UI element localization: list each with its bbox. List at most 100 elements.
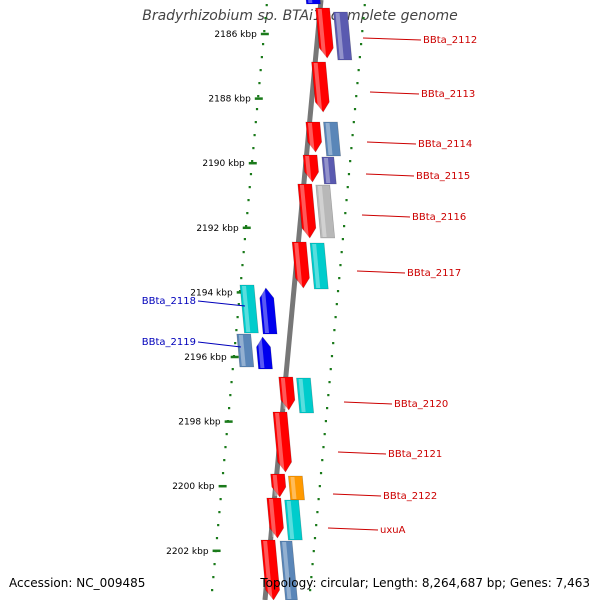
gene-arrow bbox=[309, 242, 329, 290]
track-dot bbox=[223, 459, 226, 462]
track-dot bbox=[249, 173, 253, 176]
track-dot bbox=[328, 381, 331, 384]
gene-arrow bbox=[311, 61, 330, 113]
gene-arrow bbox=[333, 11, 353, 61]
gene-arrow bbox=[288, 475, 305, 501]
gene-arrow bbox=[315, 184, 336, 239]
track-dot bbox=[252, 147, 255, 150]
track-dot bbox=[358, 56, 361, 59]
track-dot bbox=[237, 303, 240, 306]
track-dot bbox=[326, 407, 329, 410]
track-dot bbox=[309, 589, 312, 592]
gene-label: BBta_2117 bbox=[407, 268, 461, 279]
track-dot bbox=[310, 576, 313, 579]
track-dot bbox=[338, 277, 341, 280]
track-dot bbox=[359, 43, 363, 46]
track-dot bbox=[261, 43, 265, 46]
track-dot bbox=[247, 199, 250, 202]
tick-layer: 2186 kbp 2188 kbp 2190 kbp 2192 kbp 2194 kbp… bbox=[166, 4, 366, 592]
track-dot bbox=[265, 4, 268, 7]
gene-arrow bbox=[291, 241, 310, 289]
track-dot bbox=[341, 238, 344, 241]
gene-arrow bbox=[305, 121, 322, 153]
gene-arrow bbox=[260, 539, 280, 600]
track-dot bbox=[259, 69, 262, 72]
gene-arrow bbox=[321, 156, 337, 185]
track-dot bbox=[353, 108, 357, 111]
track-dot bbox=[339, 264, 342, 267]
track-dot bbox=[224, 446, 227, 449]
label-leader bbox=[366, 141, 417, 145]
track-dot bbox=[318, 485, 321, 488]
track-dot bbox=[213, 563, 216, 566]
track-dot bbox=[357, 69, 360, 72]
track-dot bbox=[255, 108, 259, 111]
track-dot bbox=[335, 303, 338, 306]
track-dot bbox=[327, 394, 330, 397]
track-dot bbox=[263, 30, 266, 33]
track-dot bbox=[231, 368, 234, 371]
gene-label: BBta_2119 bbox=[142, 337, 196, 348]
map-title: Bradyrhizobium sp. BTAi1, complete genom… bbox=[142, 8, 458, 24]
tick-label: 2186 kbp bbox=[214, 30, 257, 40]
track-dot bbox=[260, 56, 263, 59]
gene-label: BBta_2115 bbox=[416, 171, 470, 182]
gene-layer bbox=[236, 0, 353, 600]
label-leader bbox=[365, 173, 415, 177]
track-dot bbox=[229, 394, 232, 397]
track-dot bbox=[211, 589, 214, 592]
track-dot bbox=[330, 355, 334, 358]
track-dot bbox=[356, 82, 359, 85]
track-dot bbox=[234, 342, 237, 345]
track-dot bbox=[251, 160, 254, 163]
gene-label: BBta_2113 bbox=[421, 89, 475, 100]
track-dot bbox=[312, 550, 315, 553]
track-dot bbox=[323, 433, 326, 436]
track-dot bbox=[264, 17, 267, 20]
track-dot bbox=[355, 95, 358, 98]
gene-arrow bbox=[259, 287, 278, 335]
track-dot bbox=[321, 459, 324, 462]
track-dot bbox=[343, 225, 346, 228]
tick-label: 2200 kbp bbox=[172, 482, 215, 492]
gene-arrow bbox=[315, 7, 334, 59]
track-dot bbox=[332, 342, 335, 345]
track-dot bbox=[217, 524, 220, 527]
track-dot bbox=[236, 316, 239, 319]
label-leader bbox=[356, 270, 406, 274]
gene-arrow bbox=[279, 540, 298, 600]
track-dot bbox=[257, 95, 260, 98]
tick-label: 2188 kbp bbox=[208, 95, 251, 105]
label-leader bbox=[362, 37, 422, 41]
track-dot bbox=[329, 368, 332, 371]
gene-arrow bbox=[272, 411, 292, 473]
track-dot bbox=[313, 537, 317, 540]
track-dot bbox=[334, 316, 337, 319]
track-dot bbox=[363, 4, 366, 7]
track-dot bbox=[340, 251, 343, 254]
track-dot bbox=[319, 472, 323, 475]
track-dot bbox=[316, 511, 319, 514]
track-dot bbox=[254, 121, 257, 124]
track-dot bbox=[235, 329, 238, 332]
gene-label: BBta_2121 bbox=[388, 449, 442, 460]
track-dot bbox=[345, 199, 348, 202]
track-dot bbox=[215, 537, 219, 540]
track-dot bbox=[351, 134, 354, 137]
gene-label: BBta_2112 bbox=[423, 35, 477, 46]
tick-label: 2192 kbp bbox=[196, 224, 239, 234]
gene-label: BBta_2120 bbox=[394, 399, 448, 410]
label-leader bbox=[361, 214, 411, 218]
label-leader bbox=[343, 401, 393, 405]
track-dot bbox=[315, 524, 318, 527]
track-dot bbox=[333, 329, 336, 332]
track-dot bbox=[219, 498, 222, 501]
label-leader bbox=[332, 493, 382, 497]
gene-arrow bbox=[278, 376, 296, 411]
gene-label: BBta_2118 bbox=[142, 296, 196, 307]
track-dot bbox=[344, 212, 347, 215]
track-dot bbox=[212, 576, 215, 579]
label-leader bbox=[197, 300, 246, 307]
tick-label: 2196 kbp bbox=[184, 353, 227, 363]
